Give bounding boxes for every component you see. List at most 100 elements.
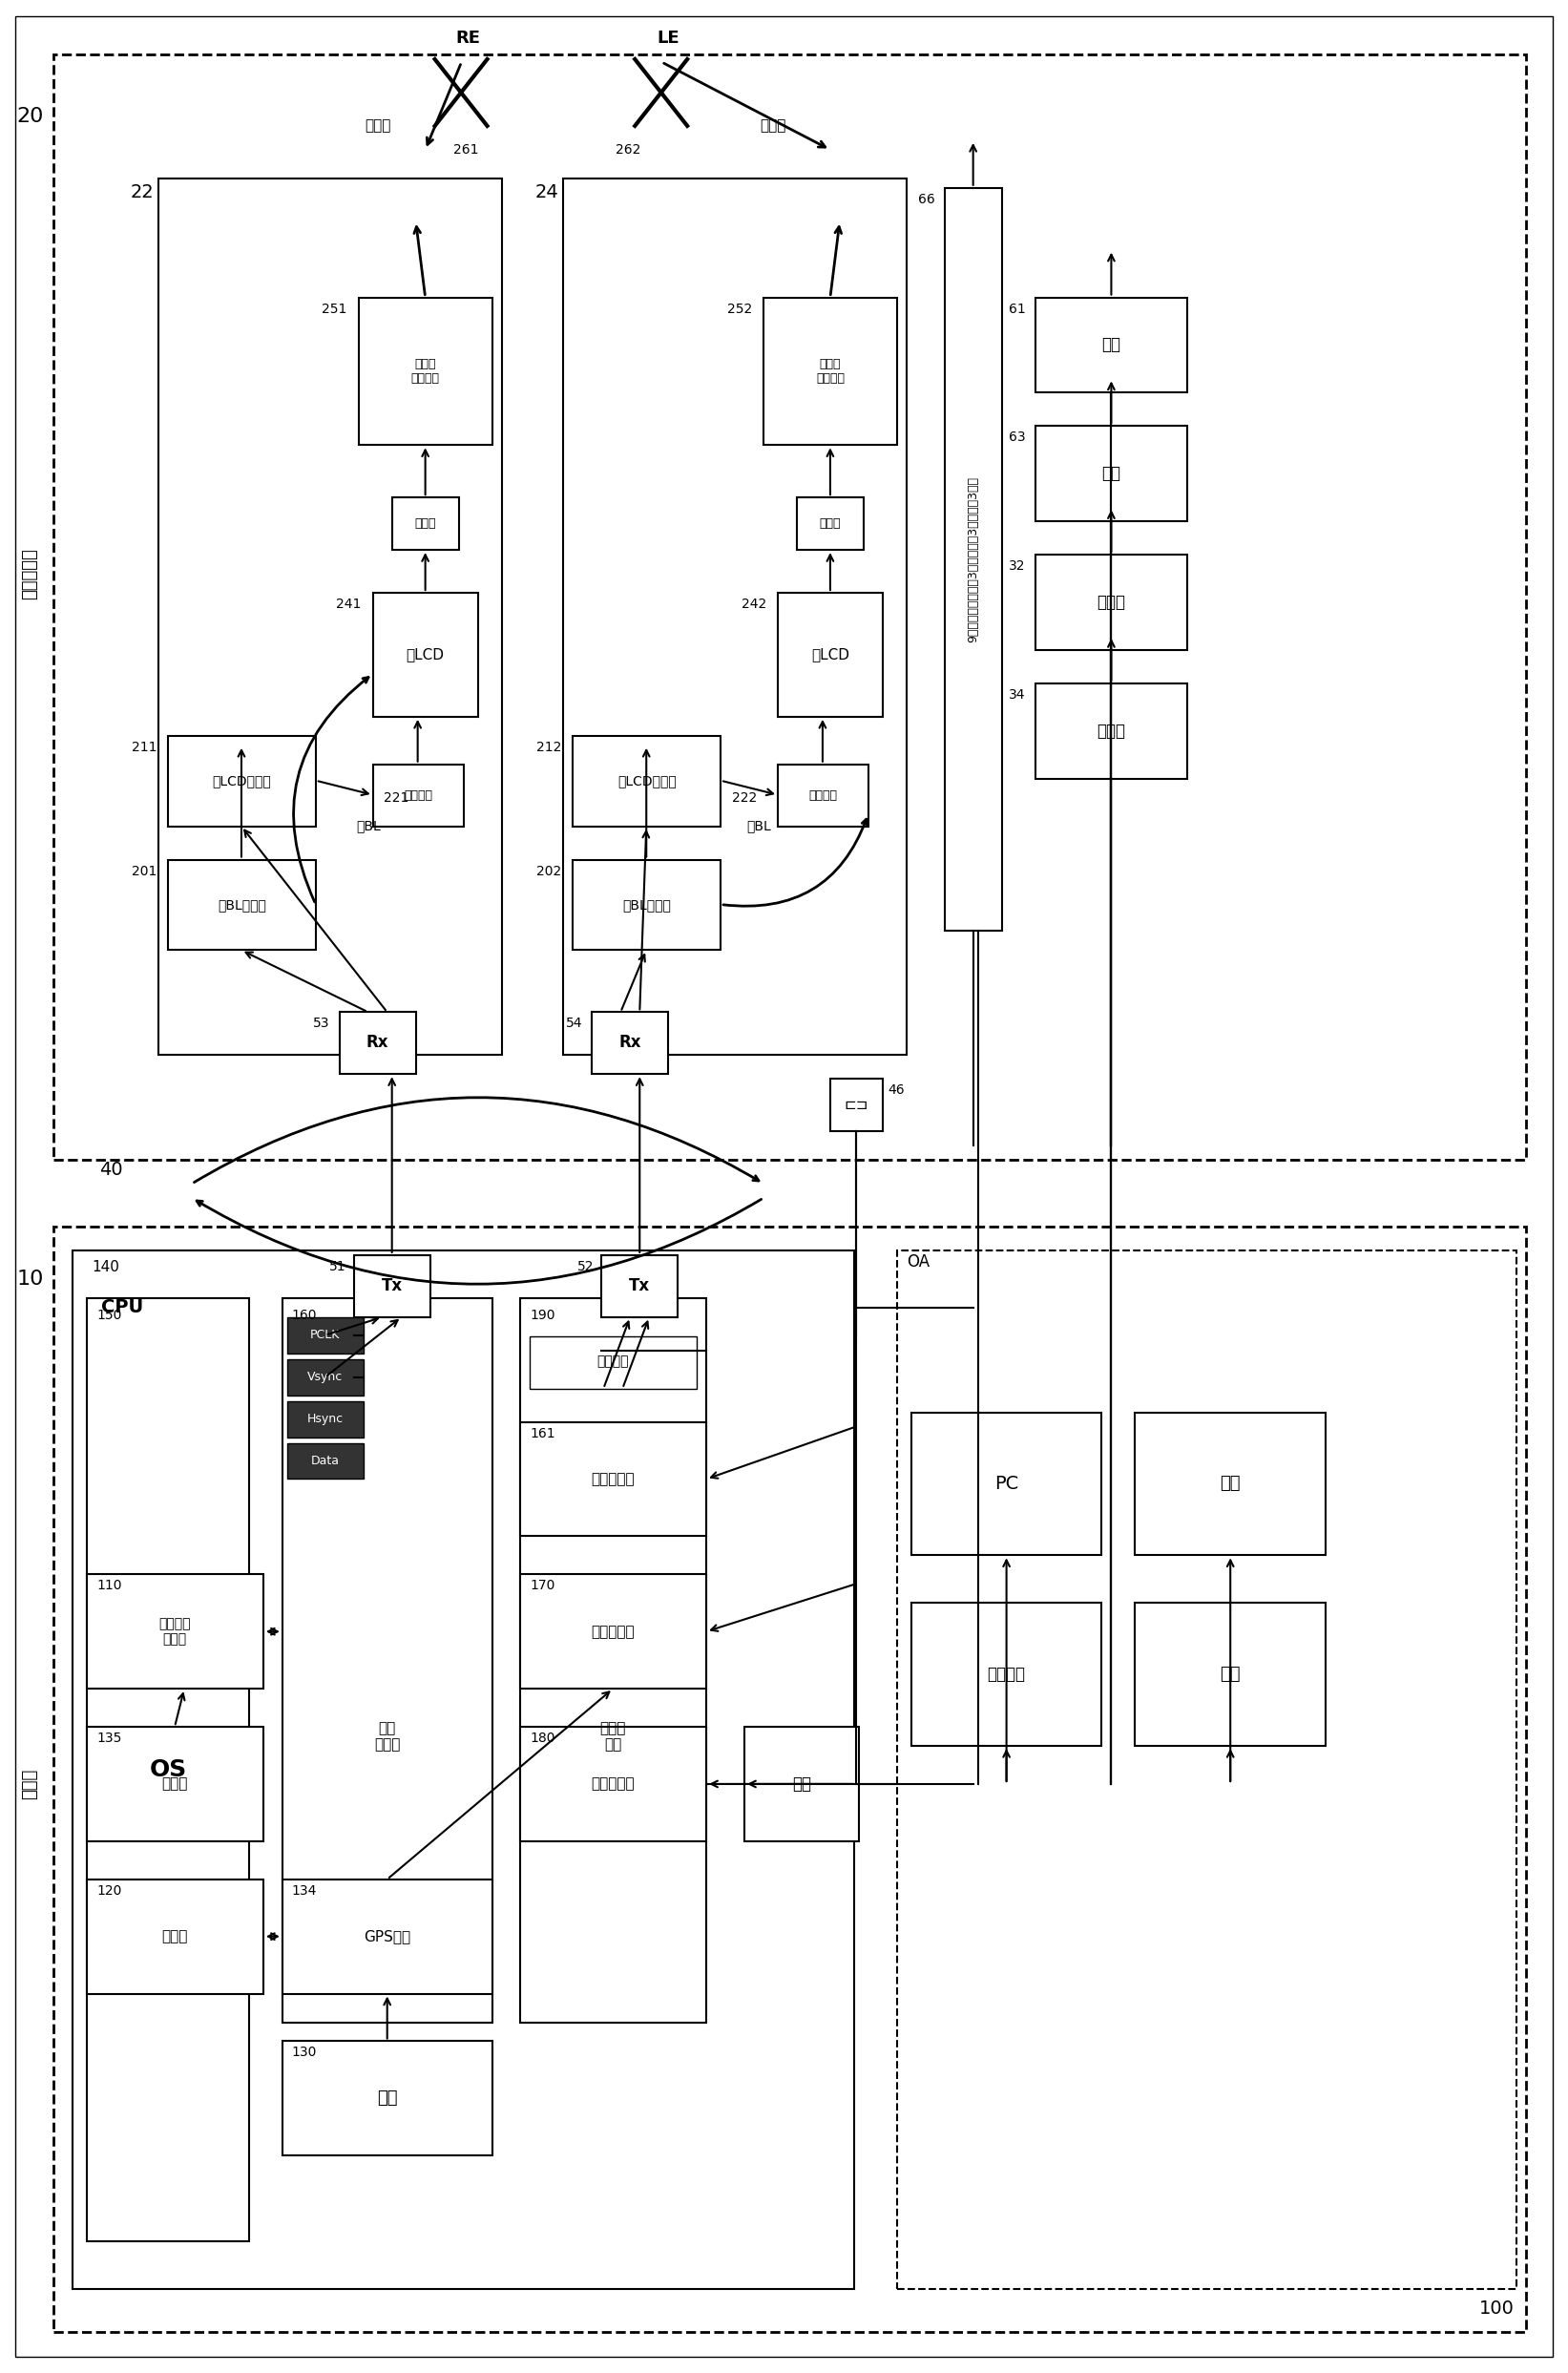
Text: 252: 252 xyxy=(728,301,753,316)
Text: 262: 262 xyxy=(616,142,641,157)
Text: GPS模块: GPS模块 xyxy=(364,1929,411,1943)
Bar xyxy=(911,1602,1102,1747)
Text: 右BL: 右BL xyxy=(356,819,381,833)
Text: 控制部: 控制部 xyxy=(22,1768,39,1799)
Text: 图像
处理部: 图像 处理部 xyxy=(375,1720,400,1751)
Text: 存储部: 存储部 xyxy=(162,1929,188,1943)
Text: 54: 54 xyxy=(566,1018,582,1030)
Bar xyxy=(88,1573,263,1690)
Bar xyxy=(897,1251,1516,2290)
Text: 右投影
光学系统: 右投影 光学系统 xyxy=(411,358,439,384)
Text: 9轴传感器（加速度3轴、角速度3轴、地磁3轴）: 9轴传感器（加速度3轴、角速度3轴、地磁3轴） xyxy=(967,477,980,643)
Text: CPU: CPU xyxy=(102,1298,144,1317)
Text: 222: 222 xyxy=(732,790,757,804)
Text: 24: 24 xyxy=(535,183,560,202)
Text: 251: 251 xyxy=(321,301,347,316)
Text: 134: 134 xyxy=(292,1884,317,1898)
Text: Tx: Tx xyxy=(629,1277,651,1293)
Bar xyxy=(282,1298,492,2022)
Bar xyxy=(1035,555,1187,650)
Text: 22: 22 xyxy=(130,183,154,202)
Bar xyxy=(572,736,721,826)
Text: 控制信号: 控制信号 xyxy=(809,790,837,802)
Text: 201: 201 xyxy=(132,864,157,878)
Text: 61: 61 xyxy=(1008,301,1025,316)
Text: 图像光: 图像光 xyxy=(820,517,840,529)
Text: 51: 51 xyxy=(329,1260,347,1274)
Bar xyxy=(521,1421,706,1535)
Bar xyxy=(287,1360,364,1395)
Text: 电源: 电源 xyxy=(376,2091,397,2107)
Bar xyxy=(53,1227,1526,2333)
Text: 游戏: 游戏 xyxy=(1220,1666,1240,1682)
Bar xyxy=(778,593,883,717)
Text: 右LCD: 右LCD xyxy=(406,648,444,662)
Bar xyxy=(373,764,464,826)
Text: 63: 63 xyxy=(1008,432,1025,444)
Bar xyxy=(521,1298,706,2022)
Text: 左耳机: 左耳机 xyxy=(1098,721,1126,740)
Bar xyxy=(392,498,458,551)
Bar xyxy=(354,1255,430,1317)
Text: 显示控
制部: 显示控 制部 xyxy=(601,1720,626,1751)
Text: 控制信号: 控制信号 xyxy=(405,790,433,802)
Bar xyxy=(572,859,721,949)
Text: 261: 261 xyxy=(453,142,478,157)
Text: OA: OA xyxy=(906,1253,930,1270)
Bar xyxy=(745,1728,859,1841)
Text: 161: 161 xyxy=(530,1426,555,1440)
Text: 方向判断部: 方向判断部 xyxy=(591,1626,635,1640)
Text: 202: 202 xyxy=(536,864,561,878)
Bar xyxy=(797,498,864,551)
Text: 140: 140 xyxy=(93,1260,119,1274)
Text: 46: 46 xyxy=(887,1084,905,1096)
Bar xyxy=(158,178,502,1056)
Text: 160: 160 xyxy=(292,1308,317,1322)
Bar xyxy=(521,1573,706,1690)
Text: ⊏⊐: ⊏⊐ xyxy=(844,1096,869,1111)
Text: 图像光: 图像光 xyxy=(414,517,436,529)
Text: Vsync: Vsync xyxy=(307,1372,343,1383)
Text: 110: 110 xyxy=(97,1578,122,1592)
Text: PC: PC xyxy=(994,1474,1019,1493)
Bar xyxy=(521,1728,706,1841)
Text: 34: 34 xyxy=(1008,688,1025,702)
Bar xyxy=(911,1412,1102,1554)
Text: 移动电话: 移动电话 xyxy=(988,1666,1025,1682)
Bar xyxy=(168,859,315,949)
Bar xyxy=(287,1443,364,1478)
Bar xyxy=(53,55,1526,1160)
Text: 声音处理部: 声音处理部 xyxy=(591,1777,635,1792)
Text: 242: 242 xyxy=(742,598,767,610)
Text: Rx: Rx xyxy=(619,1035,641,1051)
Bar xyxy=(1135,1412,1325,1554)
Text: 相机: 相机 xyxy=(1102,337,1121,354)
Text: 135: 135 xyxy=(97,1732,122,1744)
Text: 左光板: 左光板 xyxy=(760,119,786,133)
Bar xyxy=(764,297,897,446)
Bar xyxy=(778,764,869,826)
Text: 左BL控制部: 左BL控制部 xyxy=(622,899,671,911)
Text: 32: 32 xyxy=(1008,560,1025,572)
Text: 输入信息
读取部: 输入信息 读取部 xyxy=(158,1616,191,1647)
Text: 150: 150 xyxy=(97,1308,122,1322)
Text: 左投影
光学系统: 左投影 光学系统 xyxy=(815,358,845,384)
Text: 66: 66 xyxy=(919,192,935,206)
Text: 左LCD: 左LCD xyxy=(811,648,850,662)
Bar xyxy=(944,187,1002,930)
Text: 内容: 内容 xyxy=(1220,1476,1240,1493)
Text: 52: 52 xyxy=(577,1260,594,1274)
Text: 左BL: 左BL xyxy=(746,819,771,833)
Text: 右耳机: 右耳机 xyxy=(1098,593,1126,610)
Bar xyxy=(88,1879,263,1993)
Text: 20: 20 xyxy=(16,107,44,126)
Text: 130: 130 xyxy=(292,2046,317,2060)
Bar xyxy=(593,1013,668,1075)
Bar xyxy=(282,2041,492,2155)
Text: 左LCD控制部: 左LCD控制部 xyxy=(618,774,676,788)
Text: 接口: 接口 xyxy=(792,1775,811,1792)
Text: LE: LE xyxy=(657,28,679,47)
Text: RE: RE xyxy=(456,28,480,47)
Bar xyxy=(287,1317,364,1353)
Text: 53: 53 xyxy=(314,1018,329,1030)
